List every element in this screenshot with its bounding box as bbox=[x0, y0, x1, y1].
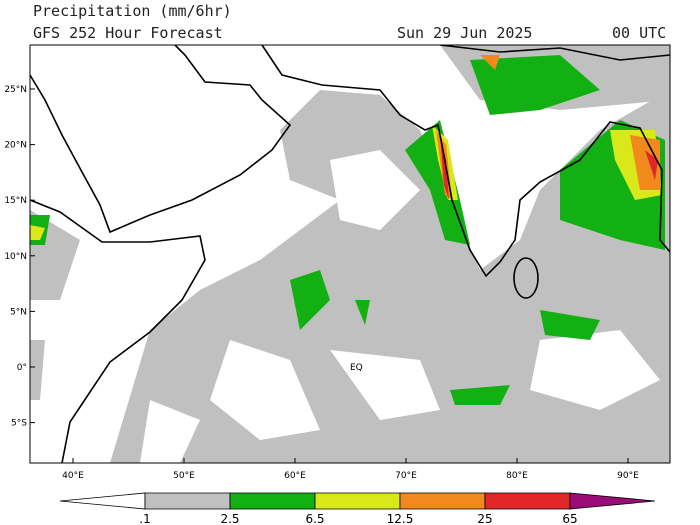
date: Sun 29 Jun 2025 bbox=[397, 24, 532, 42]
lat-label: 20°N bbox=[4, 141, 27, 151]
colorbar-swatch bbox=[144, 492, 231, 510]
lon-label: 40°E bbox=[62, 471, 84, 481]
colorbar-label: 6.5 bbox=[305, 512, 324, 525]
lon-label: 70°E bbox=[395, 471, 417, 481]
colorbar-label: 65 bbox=[562, 512, 577, 525]
colorbar-label: 2.5 bbox=[220, 512, 239, 525]
lat-label: 25°N bbox=[4, 85, 27, 95]
colorbar-swatch bbox=[229, 492, 316, 510]
time: 00 UTC bbox=[612, 24, 666, 42]
colorbar-swatch bbox=[484, 492, 571, 510]
colorbar-swatch bbox=[314, 492, 401, 510]
map-frame bbox=[29, 44, 671, 464]
colorbar-label: 25 bbox=[477, 512, 492, 525]
lat-label: 5°N bbox=[10, 307, 27, 317]
equator-label: EQ bbox=[350, 363, 363, 373]
lon-label: 50°E bbox=[173, 471, 195, 481]
lon-label: 90°E bbox=[617, 471, 639, 481]
lat-label: 10°N bbox=[4, 252, 27, 262]
colorbar-label: 12.5 bbox=[387, 512, 414, 525]
lat-label: 15°N bbox=[4, 196, 27, 206]
lat-label: 0° bbox=[17, 363, 27, 373]
colorbar-swatch bbox=[59, 492, 146, 510]
title: Precipitation (mm/6hr) bbox=[33, 2, 232, 20]
lon-label: 60°E bbox=[284, 471, 306, 481]
colorbar-swatch bbox=[399, 492, 486, 510]
lat-label: 5°S bbox=[11, 419, 27, 429]
map-field: EQ bbox=[30, 45, 670, 463]
model: GFS 252 Hour Forecast bbox=[33, 24, 223, 42]
colorbar-label: .1 bbox=[139, 512, 150, 525]
axes: 25°N 20°N 15°N 10°N 5°N 0° 5°S 40°E 50°E 60°E 70°E… bbox=[4, 85, 639, 481]
colorbar: .1 2.5 6.5 12.5 25 65 bbox=[59, 492, 656, 525]
lon-label: 80°E bbox=[506, 471, 528, 481]
colorbar-swatch bbox=[569, 492, 656, 510]
